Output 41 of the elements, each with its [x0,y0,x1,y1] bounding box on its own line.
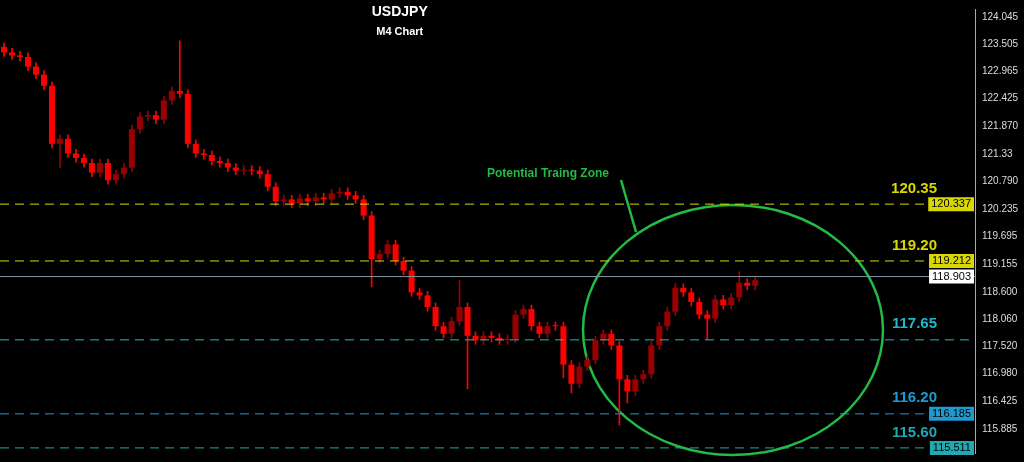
y-tick-label: 116.980 [982,367,1018,379]
y-tick-label: 122.965 [982,65,1019,77]
candlestick [280,195,287,206]
y-tick-label: 121.870 [982,120,1019,132]
annotation: 117.65 [891,314,937,332]
y-tick-label: 120.790 [982,175,1019,186]
annotation: 119.20 [891,235,937,253]
y-tick-label: 119.695 [982,230,1018,242]
candlestick [8,48,15,60]
ref-line-label: 119.212 [932,253,971,266]
candlestick [56,134,63,168]
y-tick-label: 121.33 [982,147,1014,159]
annotation: 116.20 [891,388,937,406]
y-tick-label: 123.505 [982,37,1019,49]
candlestick [704,310,711,341]
text: M4 Chart [376,25,424,38]
y-tick-label: 120.235 [982,203,1019,215]
annotation: 115.60 [891,422,937,440]
candlestick [248,165,255,176]
annotation: 120.35 [891,178,937,196]
y-tick-label: 118.600 [982,285,1018,297]
candlestick [200,149,207,160]
candlestick [744,278,751,291]
ref-line-label: 116.185 [932,406,971,419]
candlestick [16,51,23,62]
ref-line-label: 120.337 [931,197,971,210]
candlestick [232,163,239,176]
chart-title: USDJPY [371,2,429,19]
ref-line-label: 118.903 [932,269,971,282]
y-tick-label: 118.060 [982,312,1018,324]
candlestick [240,165,247,176]
y-tick-label: 119.155 [982,257,1018,269]
annotation: Potential Traing Zone [486,165,610,180]
y-tick-label: 122.425 [982,92,1019,104]
ref-line-label: 115.511 [932,440,971,453]
candlestick [176,40,183,99]
y-tick-label: 124.045 [982,10,1019,22]
candlestick [144,110,151,121]
y-tick-label: 115.885 [982,422,1018,434]
y-tick-label: 117.520 [982,340,1018,352]
y-tick-label: 116.425 [982,395,1018,407]
